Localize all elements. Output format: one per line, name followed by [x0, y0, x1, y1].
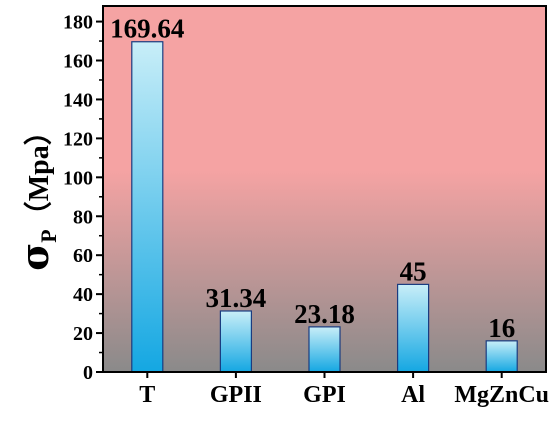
y-tick-label: 60	[73, 245, 93, 267]
y-tick-label: 80	[73, 206, 93, 228]
plot-area-background	[103, 6, 546, 372]
y-tick-label: 40	[73, 284, 93, 306]
bar-al	[396, 283, 430, 373]
data-label-t: 169.64	[110, 14, 184, 44]
bars-group	[131, 41, 518, 373]
bar-gpi	[308, 326, 341, 373]
x-tick-label-t: T	[139, 382, 155, 408]
bar-mgzncu	[485, 340, 518, 373]
y-axis-ticks: 0 20 40 60 80 100 120 140 160 180	[63, 12, 103, 384]
y-tick-label: 120	[63, 128, 93, 150]
x-tick-label-gpii: GPII	[210, 382, 262, 408]
y-tick-label: 180	[63, 12, 93, 34]
x-axis-ticks: T GPII GPI Al MgZnCu	[139, 372, 549, 408]
y-axis-title-subscript: P	[36, 229, 61, 242]
y-axis-title-unit: （Mpa）	[22, 117, 55, 229]
y-tick-label: 20	[73, 323, 93, 345]
x-tick-label-mgzncu: MgZnCu	[454, 382, 549, 408]
data-label-mgzncu: 16	[488, 313, 515, 343]
y-tick-label: 140	[63, 89, 93, 111]
data-labels-group: 169.64 31.34 23.18 45 16	[110, 14, 515, 343]
bar-t	[131, 41, 164, 373]
data-label-gpii: 31.34	[206, 283, 267, 313]
x-tick-label-gpi: GPI	[303, 382, 346, 408]
x-tick-label-al: Al	[401, 382, 425, 408]
data-label-gpi: 23.18	[294, 299, 355, 329]
y-tick-label: 100	[63, 167, 93, 189]
y-tick-label: 160	[63, 51, 93, 73]
bar-gpii	[219, 310, 253, 373]
y-axis-label: σP（Mpa）	[12, 117, 61, 271]
y-axis-title-symbol: σ	[12, 243, 57, 271]
y-tick-label: 0	[83, 362, 93, 384]
data-label-al: 45	[400, 256, 427, 286]
y-axis-title: σP（Mpa）	[12, 117, 61, 271]
